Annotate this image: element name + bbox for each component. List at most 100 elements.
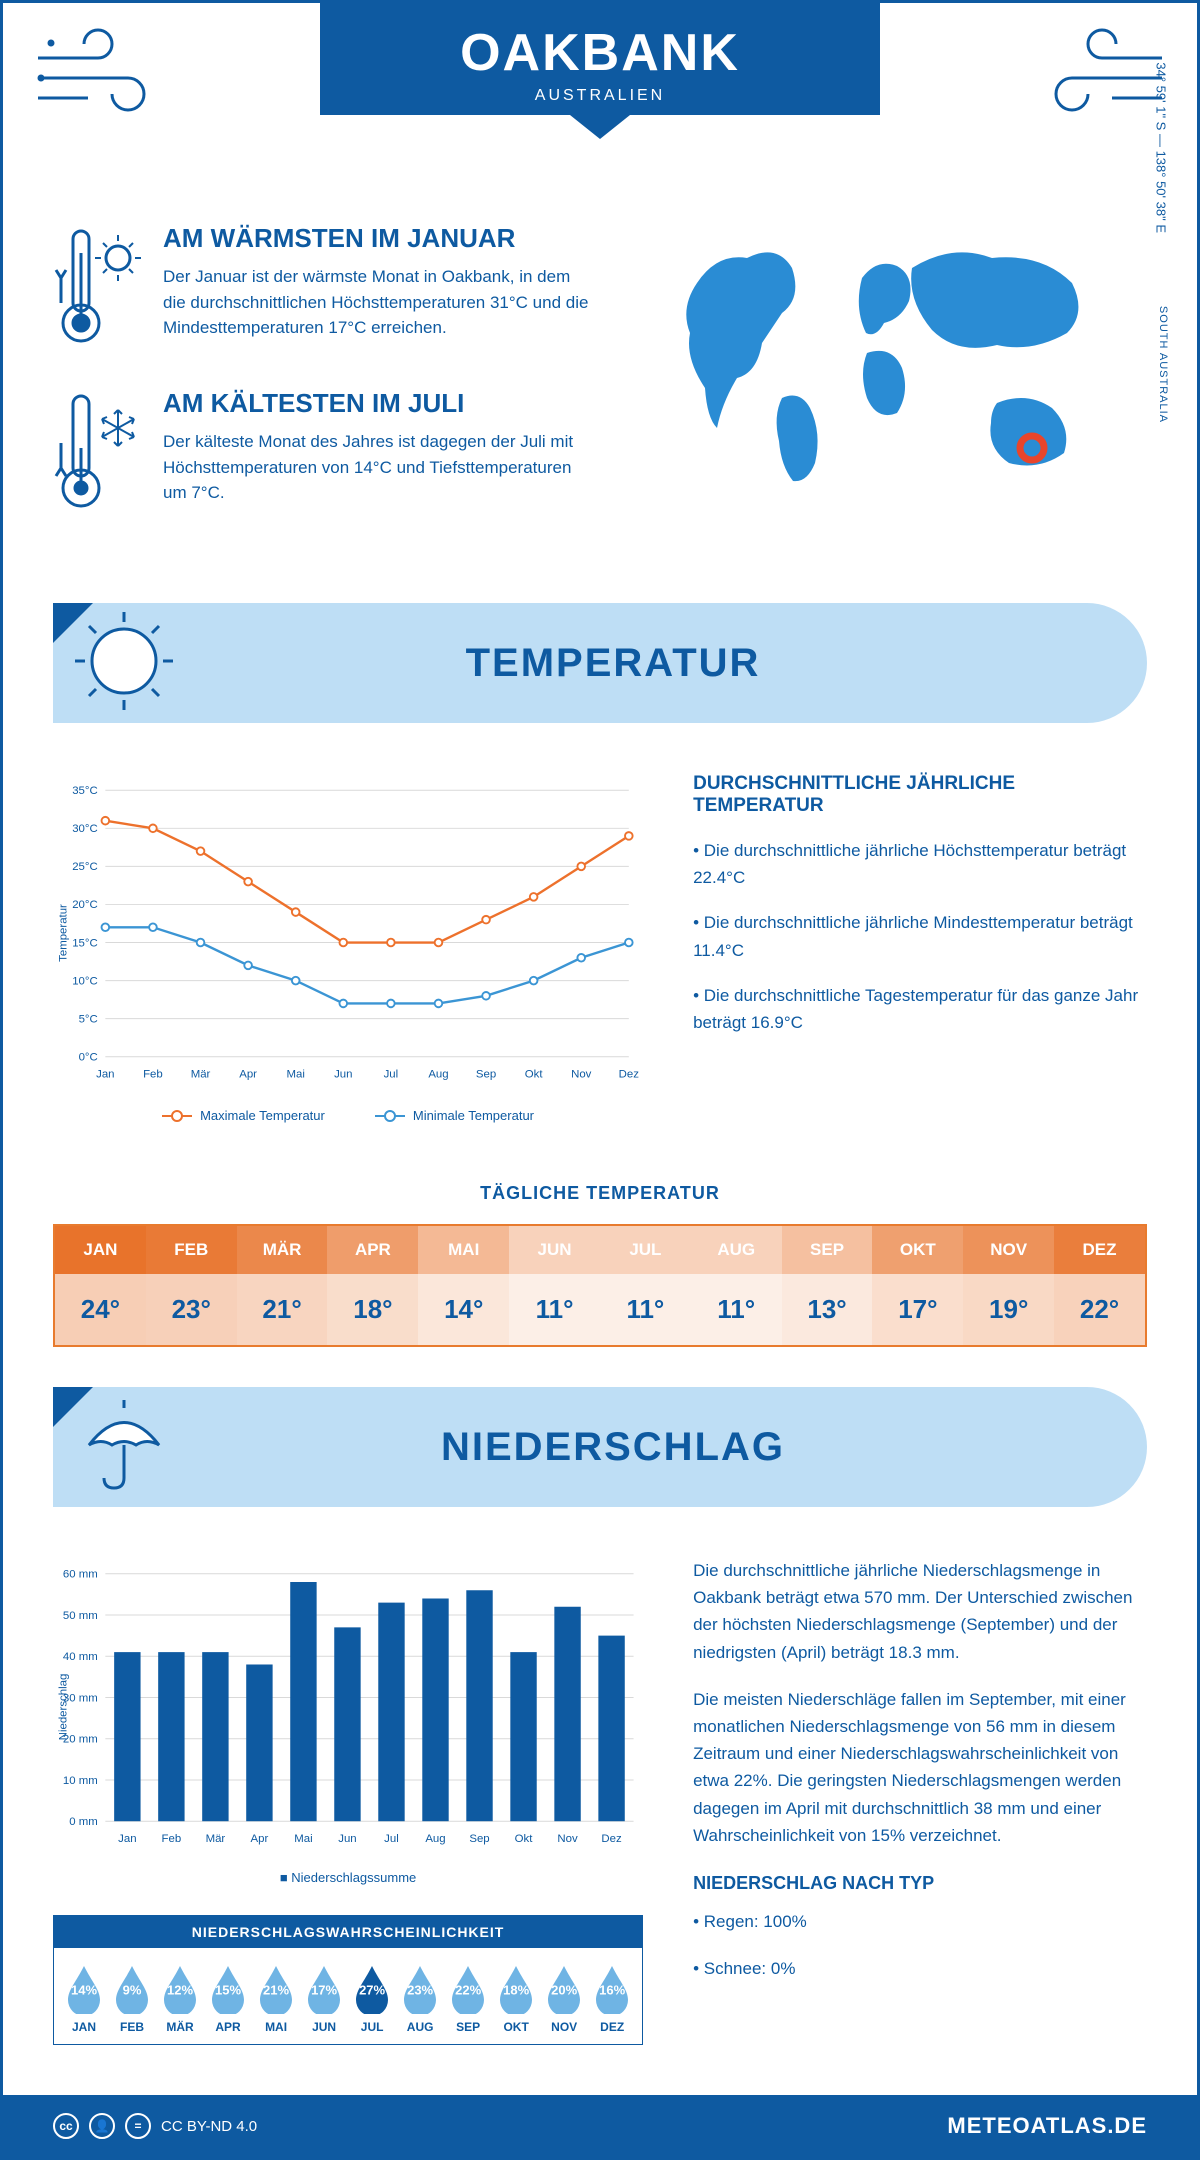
svg-text:25°C: 25°C — [72, 861, 98, 873]
daily-col: JUN 11° — [509, 1226, 600, 1345]
warmest-title: AM WÄRMSTEN IM JANUAR — [163, 223, 593, 254]
svg-text:Jan: Jan — [118, 1833, 136, 1845]
daily-col: APR 18° — [327, 1226, 418, 1345]
prob-item: 17% JUN — [302, 1964, 346, 2034]
daily-col: MÄR 21° — [237, 1226, 328, 1345]
raindrop-icon: 23% — [400, 1964, 440, 2014]
fact-2: • Die durchschnittliche jährliche Mindes… — [693, 909, 1147, 963]
info-section: AM WÄRMSTEN IM JANUAR Der Januar ist der… — [3, 203, 1197, 583]
svg-text:35°C: 35°C — [72, 785, 98, 797]
coldest-title: AM KÄLTESTEN IM JULI — [163, 388, 593, 419]
footer: cc 👤 = CC BY-ND 4.0 METEOATLAS.DE — [3, 2095, 1197, 2157]
facts-title: DURCHSCHNITTLICHE JÄHRLICHE TEMPERATUR — [693, 773, 1147, 817]
precipitation-chart: 0 mm10 mm20 mm30 mm40 mm50 mm60 mmJanFeb… — [53, 1557, 643, 1885]
daily-col: JAN 24° — [55, 1226, 146, 1345]
svg-text:Nov: Nov — [557, 1833, 578, 1845]
fact-1: • Die durchschnittliche jährliche Höchst… — [693, 837, 1147, 891]
svg-text:20°C: 20°C — [72, 899, 98, 911]
thermometer-snow-icon — [53, 388, 143, 523]
precip-type-1: • Regen: 100% — [693, 1908, 1147, 1935]
daily-col: JUL 11° — [600, 1226, 691, 1345]
svg-text:0 mm: 0 mm — [69, 1816, 98, 1828]
daily-temp-title: TÄGLICHE TEMPERATUR — [3, 1183, 1197, 1204]
raindrop-icon: 14% — [64, 1964, 104, 2014]
prob-item: 20% NOV — [542, 1964, 586, 2034]
svg-text:Sep: Sep — [469, 1833, 489, 1845]
svg-text:30°C: 30°C — [72, 823, 98, 835]
coldest-text: Der kälteste Monat des Jahres ist dagege… — [163, 429, 593, 506]
svg-text:60 mm: 60 mm — [63, 1569, 98, 1581]
prob-item: 16% DEZ — [590, 1964, 634, 2034]
daily-col: NOV 19° — [963, 1226, 1054, 1345]
daily-col: MAI 14° — [418, 1226, 509, 1345]
daily-col: OKT 17° — [872, 1226, 963, 1345]
daily-col: AUG 11° — [691, 1226, 782, 1345]
page: OAKBANK AUSTRALIEN AM WÄRMSTEN IM JANUAR… — [0, 0, 1200, 2160]
svg-text:Jul: Jul — [384, 1833, 399, 1845]
raindrop-icon: 21% — [256, 1964, 296, 2014]
svg-text:Okt: Okt — [515, 1833, 534, 1845]
svg-text:Dez: Dez — [619, 1069, 640, 1081]
svg-text:Feb: Feb — [143, 1069, 163, 1081]
raindrop-icon: 22% — [448, 1964, 488, 2014]
svg-text:40 mm: 40 mm — [63, 1651, 98, 1663]
prob-item: 21% MAI — [254, 1964, 298, 2034]
chart-legend: Maximale Temperatur Minimale Temperatur — [53, 1108, 643, 1123]
precipitation-text: Die durchschnittliche jährliche Niedersc… — [693, 1557, 1147, 2045]
section-header-precipitation: NIEDERSCHLAG — [53, 1387, 1147, 1507]
cc-icon: cc — [53, 2113, 79, 2139]
region-label: SOUTH AUSTRALIA — [1157, 306, 1169, 423]
section-title: TEMPERATUR — [179, 641, 1147, 686]
probability-box: NIEDERSCHLAGSWAHRSCHEINLICHKEIT 14% JAN … — [53, 1915, 643, 2045]
raindrop-icon: 20% — [544, 1964, 584, 2014]
legend-min-label: Minimale Temperatur — [413, 1108, 534, 1123]
prob-item: 18% OKT — [494, 1964, 538, 2034]
svg-text:10 mm: 10 mm — [63, 1775, 98, 1787]
probability-title: NIEDERSCHLAGSWAHRSCHEINLICHKEIT — [54, 1916, 642, 1948]
section-header-temperature: TEMPERATUR — [53, 603, 1147, 723]
title-banner: OAKBANK AUSTRALIEN — [320, 3, 880, 115]
prob-item: 14% JAN — [62, 1964, 106, 2034]
svg-text:Sep: Sep — [476, 1069, 496, 1081]
svg-text:Mai: Mai — [294, 1833, 312, 1845]
svg-text:15°C: 15°C — [72, 937, 98, 949]
svg-text:Mär: Mär — [191, 1069, 211, 1081]
svg-text:Mai: Mai — [287, 1069, 305, 1081]
svg-text:Aug: Aug — [425, 1833, 445, 1845]
page-title: OAKBANK — [320, 23, 880, 83]
precip-type-2: • Schnee: 0% — [693, 1955, 1147, 1982]
raindrop-icon: 16% — [592, 1964, 632, 2014]
svg-text:50 mm: 50 mm — [63, 1610, 98, 1622]
fact-3: • Die durchschnittliche Tagestemperatur … — [693, 982, 1147, 1036]
svg-text:Dez: Dez — [601, 1833, 622, 1845]
prob-item: 15% APR — [206, 1964, 250, 2034]
by-icon: 👤 — [89, 2113, 115, 2139]
daily-col: FEB 23° — [146, 1226, 237, 1345]
temperature-chart: 0°C5°C10°C15°C20°C25°C30°C35°CJanFebMärA… — [53, 773, 643, 1123]
raindrop-icon: 18% — [496, 1964, 536, 2014]
svg-text:Niederschlag: Niederschlag — [57, 1674, 69, 1741]
svg-text:0°C: 0°C — [79, 1052, 98, 1064]
prob-item: 27% JUL — [350, 1964, 394, 2034]
raindrop-icon: 9% — [112, 1964, 152, 2014]
page-subtitle: AUSTRALIEN — [320, 87, 880, 105]
svg-text:Temperatur: Temperatur — [57, 904, 69, 962]
precip-p2: Die meisten Niederschläge fallen im Sept… — [693, 1686, 1147, 1849]
legend-max-label: Maximale Temperatur — [200, 1108, 325, 1123]
svg-text:Okt: Okt — [525, 1069, 544, 1081]
daily-col: SEP 13° — [782, 1226, 873, 1345]
header: OAKBANK AUSTRALIEN — [3, 3, 1197, 203]
svg-text:Mär: Mär — [206, 1833, 226, 1845]
prob-item: 22% SEP — [446, 1964, 490, 2034]
svg-text:Apr: Apr — [239, 1069, 257, 1081]
wind-icon — [33, 23, 173, 128]
svg-text:Jun: Jun — [334, 1069, 352, 1081]
precip-legend-label: Niederschlagssumme — [53, 1870, 643, 1885]
prob-item: 9% FEB — [110, 1964, 154, 2034]
daily-col: DEZ 22° — [1054, 1226, 1145, 1345]
raindrop-icon: 15% — [208, 1964, 248, 2014]
warmest-block: AM WÄRMSTEN IM JANUAR Der Januar ist der… — [53, 223, 627, 358]
prob-item: 23% AUG — [398, 1964, 442, 2034]
svg-text:Nov: Nov — [571, 1069, 592, 1081]
prob-item: 12% MÄR — [158, 1964, 202, 2034]
